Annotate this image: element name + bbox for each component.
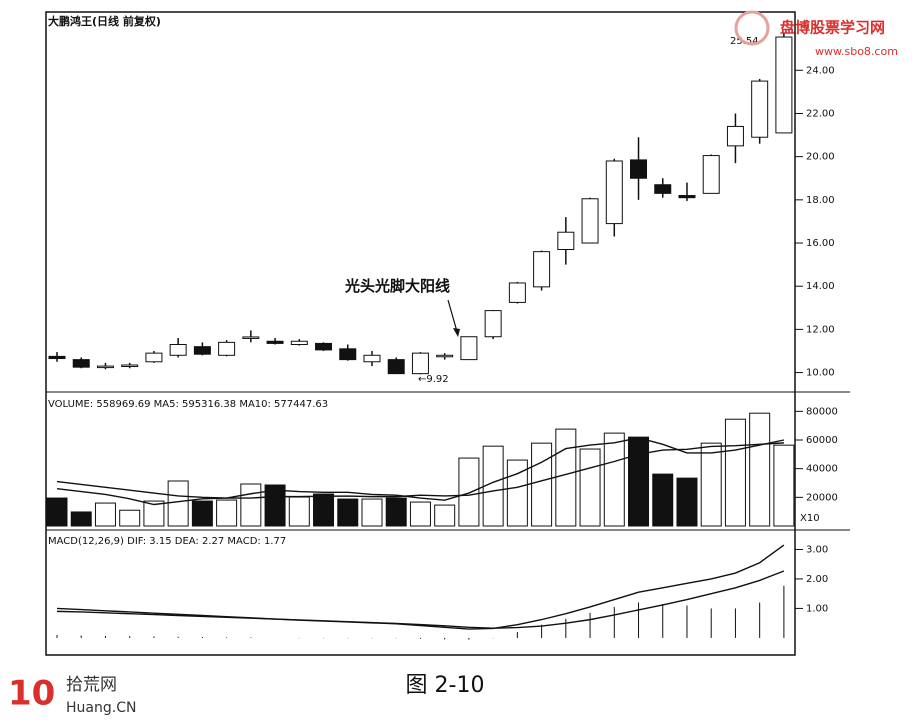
volume-bar [579,448,601,527]
volume-bar [385,497,407,527]
volume-bar [288,496,310,527]
volume-bar [264,484,286,527]
volume-bar [240,483,262,527]
volume-bar [555,428,577,527]
candle-body [96,365,114,369]
y-tick-label: 18.00 [806,195,835,206]
candle-body [48,355,66,360]
candle-body [387,359,405,375]
volume-bar [409,501,431,527]
y-tick-label: 40000 [806,464,838,475]
logo-number: 10 [8,674,55,714]
price-title: 大鹏鸿王(日线 前复权) [48,14,161,28]
volume-bar [216,499,238,527]
volume-bar [191,500,213,527]
volume-bar [773,444,795,527]
y-tick-label: 10.00 [806,368,835,379]
volume-bar [603,432,625,527]
candle-body [484,310,502,338]
annotation-arrowhead [453,328,460,337]
macd-line [56,570,785,629]
logo-domain: Huang.CN [66,700,136,716]
volume-ma-line [56,437,785,506]
y-tick-label: 24.00 [806,65,835,76]
candle-body [654,184,672,194]
macd-line [56,544,785,630]
candle-body [242,336,260,339]
chart-frame [45,11,796,656]
watermark-site: 盘博股票学习网 [780,19,885,37]
logo-name: 拾荒网 [66,675,117,695]
candle-body [630,159,648,179]
candle-body [193,346,211,355]
volume-bar [531,442,553,527]
candle-body [411,352,429,375]
candle-body [581,198,599,244]
y-tick-label: 1.00 [806,603,828,614]
y-tick-label: 22.00 [806,108,835,119]
volume-bar [676,477,698,527]
y-tick-label: 80000 [806,406,838,417]
watermark-url: www.sbo8.com [815,45,898,58]
y-tick-label: 60000 [806,435,838,446]
candle-body [315,342,333,351]
volume-bar [458,457,480,527]
caption: 图 2-10 [406,673,485,698]
candle-body [436,354,454,358]
y-tick-label: 12.00 [806,324,835,335]
volume-bar [94,502,116,527]
y-tick-label: 20.00 [806,152,835,163]
volume-bar [506,459,528,527]
candle-body [145,352,163,363]
volume-bar [119,509,141,527]
volume-bar [143,500,165,527]
candle-body [678,195,696,199]
candle-body [218,341,236,356]
volume-bar [361,498,383,527]
low-label: ←9.92 [418,374,449,385]
volume-bar [628,436,650,527]
y-tick-label: 20000 [806,492,838,503]
candle-body [726,125,744,147]
candle-body [533,251,551,288]
candle-body [169,344,187,356]
candle-body [508,282,526,303]
annotation: 光头光脚大阳线 [344,277,450,295]
volume-bar [313,493,335,527]
volume-bar [434,504,456,527]
volume-bar [337,498,359,527]
candle-body [775,36,793,134]
volume-title: VOLUME: 558969.69 MA5: 595316.38 MA10: 5… [48,399,328,410]
volume-unit: X10 [800,513,820,524]
y-tick-label: 16.00 [806,238,835,249]
candle-body [751,80,769,138]
volume-bar [700,442,722,527]
candle-body [266,340,284,344]
candle-body [363,354,381,363]
watermark-icon [734,10,770,46]
volume-bar [749,412,771,527]
candle-body [702,155,720,194]
volume-bar [724,418,746,527]
candle-body [557,231,575,251]
volume-ma-line [56,442,784,499]
candle-body [121,364,139,368]
candle-body [290,340,308,345]
volume-bar [46,497,68,527]
candle-body [460,336,478,361]
candle-body [605,160,623,225]
volume-bar [167,480,189,527]
y-tick-label: 14.00 [806,281,835,292]
volume-bar [70,511,92,527]
y-tick-label: 2.00 [806,574,828,585]
candle-body [72,359,90,368]
candle-body [339,348,357,361]
macd-title: MACD(12,26,9) DIF: 3.15 DEA: 2.27 MACD: … [48,536,286,547]
y-tick-label: 3.00 [806,544,828,555]
volume-bar [652,473,674,527]
